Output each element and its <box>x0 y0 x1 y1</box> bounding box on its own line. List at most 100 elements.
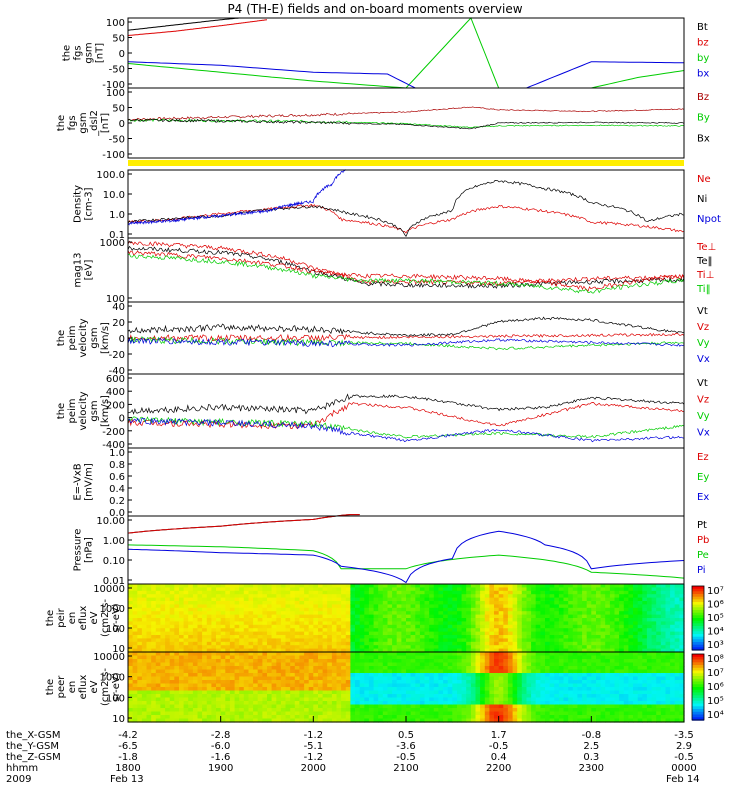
heatmap-cell <box>290 584 296 588</box>
heatmap-cell <box>211 659 217 664</box>
heatmap-cell <box>280 687 287 692</box>
heatmap-cell <box>165 655 171 660</box>
heatmap-cell <box>517 594 523 599</box>
heatmap-cell <box>489 711 495 716</box>
heatmap-cell <box>220 715 226 720</box>
heatmap-cell <box>183 614 189 619</box>
heatmap-cell <box>169 701 175 706</box>
heatmap-cell <box>364 697 370 702</box>
heatmap-cell <box>549 708 555 713</box>
heatmap-cell <box>642 680 648 685</box>
heatmap-cell <box>313 648 319 653</box>
heatmap-cell <box>665 711 671 716</box>
heatmap-cell <box>183 683 189 688</box>
heatmap-cell <box>304 635 310 639</box>
heatmap-cell <box>447 590 453 595</box>
heatmap-cell <box>507 666 514 671</box>
heatmap-cell <box>646 628 653 633</box>
heatmap-cell <box>466 590 472 595</box>
heatmap-cell <box>350 648 356 653</box>
heatmap-cell <box>554 587 560 592</box>
heatmap-cell <box>568 669 574 674</box>
heatmap-cell <box>206 594 212 599</box>
heatmap-cell <box>234 604 240 609</box>
heatmap-cell <box>294 655 300 660</box>
heatmap-cell <box>373 659 379 664</box>
heatmap-cell <box>155 697 161 702</box>
heatmap-cell <box>591 711 597 716</box>
heatmap-cell <box>267 604 273 609</box>
heatmap-cell <box>299 718 305 723</box>
heatmap-cell <box>540 680 546 685</box>
heatmap-cell <box>165 587 171 592</box>
heatmap-cell <box>475 655 481 660</box>
heatmap-cell <box>211 590 217 595</box>
heatmap-cell <box>355 694 361 699</box>
heatmap-cell <box>646 711 653 716</box>
heatmap-cell <box>355 652 361 657</box>
heatmap-cell <box>660 638 666 643</box>
heatmap-cell <box>128 659 134 664</box>
heatmap-cell <box>545 708 551 713</box>
heatmap-cell <box>322 648 328 653</box>
heatmap-cell <box>447 604 453 609</box>
heatmap-cell <box>345 718 351 723</box>
legend-entry: bz <box>697 38 709 49</box>
heatmap-cell <box>253 628 259 633</box>
heatmap-cell <box>651 718 657 723</box>
heatmap-cell <box>623 690 629 695</box>
heatmap-cell <box>350 590 356 595</box>
heatmap-cell <box>646 708 653 713</box>
heatmap-cell <box>628 631 634 636</box>
heatmap-cell <box>642 673 648 678</box>
heatmap-cell <box>341 587 347 592</box>
heatmap-cell <box>141 676 148 681</box>
heatmap-cell <box>248 584 254 588</box>
heatmap-cell <box>234 587 240 592</box>
colorbar-segment <box>692 639 704 643</box>
heatmap-cell <box>660 680 666 685</box>
series-line-Vx <box>127 337 685 348</box>
heatmap-cell <box>197 628 203 633</box>
heatmap-cell <box>577 618 583 622</box>
heatmap-cell <box>656 673 662 678</box>
heatmap-cell <box>262 697 268 702</box>
heatmap-cell <box>619 718 625 723</box>
heatmap-cell <box>642 708 648 713</box>
heatmap-cell <box>586 628 592 633</box>
heatmap-cell <box>447 662 453 667</box>
heatmap-cell <box>429 624 435 629</box>
heatmap-cell <box>243 718 249 723</box>
heatmap-cell <box>447 607 453 612</box>
heatmap-cell <box>480 683 486 688</box>
heatmap-cell <box>674 669 680 674</box>
heatmap-cell <box>243 641 249 646</box>
heatmap-cell <box>605 701 611 706</box>
heatmap-cell <box>308 628 314 633</box>
heatmap-cell <box>433 676 439 681</box>
heatmap-cell <box>160 624 166 629</box>
heatmap-cell <box>457 618 463 622</box>
heatmap-cell <box>656 645 662 650</box>
heatmap-cell <box>433 611 439 616</box>
heatmap-cell <box>276 618 282 622</box>
heatmap-cell <box>512 676 518 681</box>
heatmap-cell <box>151 607 157 612</box>
heatmap-cell <box>197 708 203 713</box>
heatmap-cell <box>461 704 467 709</box>
heatmap-cell <box>660 652 666 657</box>
heatmap-cell <box>387 590 393 595</box>
heatmap-cell <box>586 624 592 629</box>
heatmap-cell <box>656 635 662 639</box>
heatmap-cell <box>433 652 439 657</box>
heatmap-cell <box>443 715 449 720</box>
heatmap-cell <box>179 601 185 605</box>
heatmap-cell <box>545 631 551 636</box>
y-tick-label: -100 <box>102 80 125 91</box>
heatmap-cell <box>197 601 203 605</box>
heatmap-cell <box>234 662 240 667</box>
heatmap-cell <box>443 587 449 592</box>
heatmap-cell <box>327 614 333 619</box>
heatmap-cell <box>257 683 263 688</box>
heatmap-cell <box>336 607 342 612</box>
